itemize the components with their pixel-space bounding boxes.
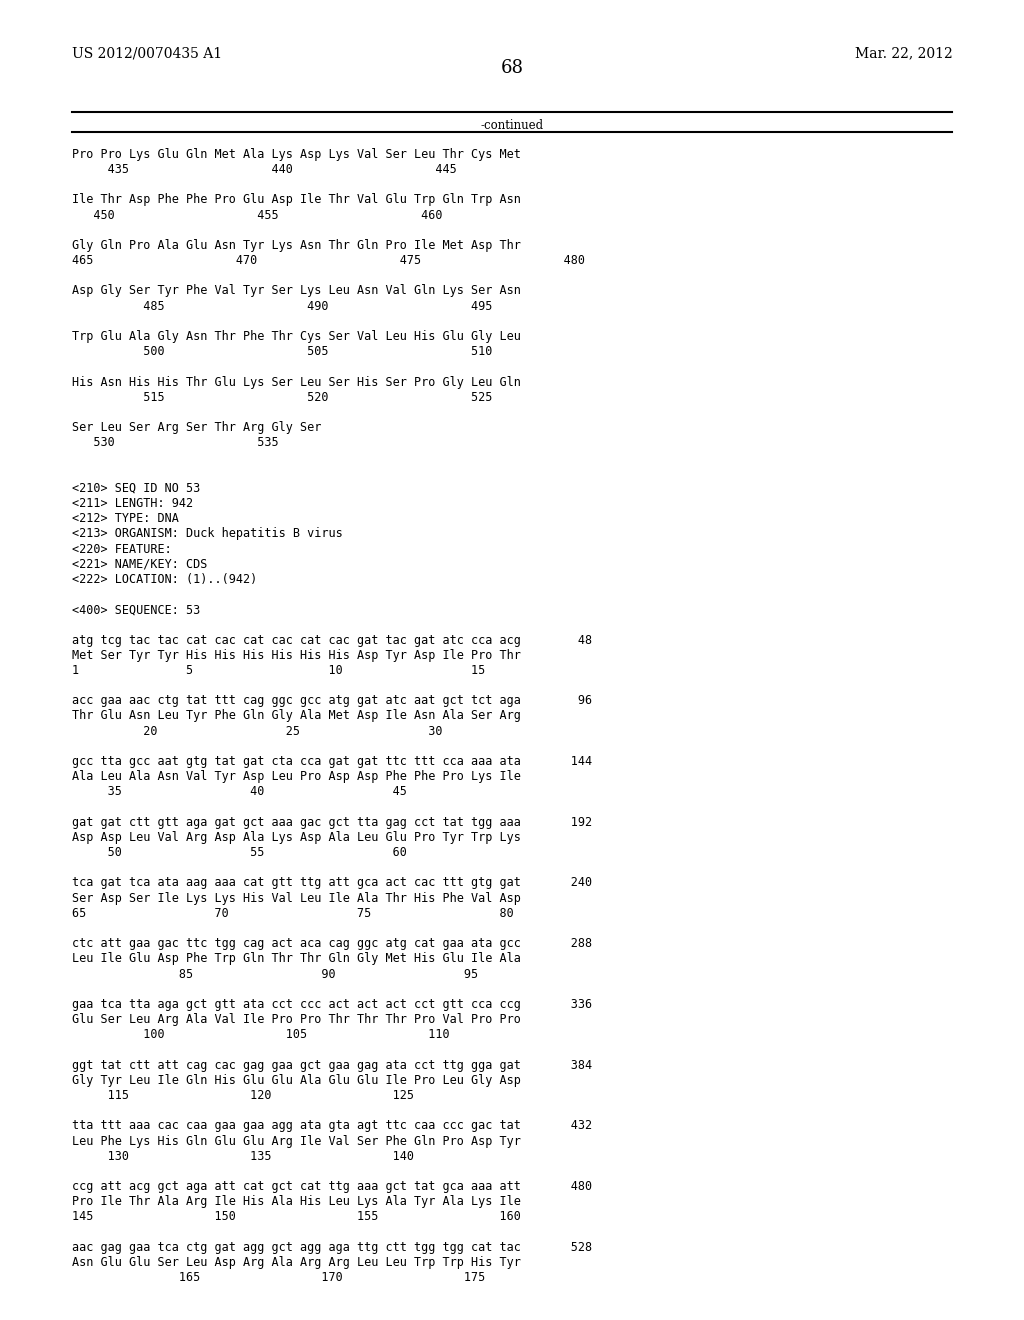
Text: Ser Leu Ser Arg Ser Thr Arg Gly Ser: Ser Leu Ser Arg Ser Thr Arg Gly Ser <box>72 421 322 434</box>
Text: 35                  40                  45: 35 40 45 <box>72 785 407 799</box>
Text: 145                 150                 155                 160: 145 150 155 160 <box>72 1210 520 1224</box>
Text: Gly Tyr Leu Ile Gln His Glu Glu Ala Glu Glu Ile Pro Leu Gly Asp: Gly Tyr Leu Ile Gln His Glu Glu Ala Glu … <box>72 1074 520 1086</box>
Text: atg tcg tac tac cat cac cat cac cat cac gat tac gat atc cca acg        48: atg tcg tac tac cat cac cat cac cat cac … <box>72 634 592 647</box>
Text: <210> SEQ ID NO 53: <210> SEQ ID NO 53 <box>72 482 200 495</box>
Text: gcc tta gcc aat gtg tat gat cta cca gat gat ttc ttt cca aaa ata       144: gcc tta gcc aat gtg tat gat cta cca gat … <box>72 755 592 768</box>
Text: 85                  90                  95: 85 90 95 <box>72 968 478 981</box>
Text: 100                 105                 110: 100 105 110 <box>72 1028 450 1041</box>
Text: <400> SEQUENCE: 53: <400> SEQUENCE: 53 <box>72 603 200 616</box>
Text: Gly Gln Pro Ala Glu Asn Tyr Lys Asn Thr Gln Pro Ile Met Asp Thr: Gly Gln Pro Ala Glu Asn Tyr Lys Asn Thr … <box>72 239 520 252</box>
Text: <213> ORGANISM: Duck hepatitis B virus: <213> ORGANISM: Duck hepatitis B virus <box>72 527 342 540</box>
Text: Ile Thr Asp Phe Phe Pro Glu Asp Ile Thr Val Glu Trp Gln Trp Asn: Ile Thr Asp Phe Phe Pro Glu Asp Ile Thr … <box>72 193 520 206</box>
Text: 465                    470                    475                    480: 465 470 475 480 <box>72 253 585 267</box>
Text: ccg att acg gct aga att cat gct cat ttg aaa gct tat gca aaa att       480: ccg att acg gct aga att cat gct cat ttg … <box>72 1180 592 1193</box>
Text: tca gat tca ata aag aaa cat gtt ttg att gca act cac ttt gtg gat       240: tca gat tca ata aag aaa cat gtt ttg att … <box>72 876 592 890</box>
Text: Trp Glu Ala Gly Asn Thr Phe Thr Cys Ser Val Leu His Glu Gly Leu: Trp Glu Ala Gly Asn Thr Phe Thr Cys Ser … <box>72 330 520 343</box>
Text: <222> LOCATION: (1)..(942): <222> LOCATION: (1)..(942) <box>72 573 257 586</box>
Text: 130                 135                 140: 130 135 140 <box>72 1150 414 1163</box>
Text: 530                    535: 530 535 <box>72 436 279 449</box>
Text: Leu Phe Lys His Gln Glu Glu Arg Ile Val Ser Phe Gln Pro Asp Tyr: Leu Phe Lys His Gln Glu Glu Arg Ile Val … <box>72 1134 520 1147</box>
Text: Ala Leu Ala Asn Val Tyr Asp Leu Pro Asp Asp Phe Phe Pro Lys Ile: Ala Leu Ala Asn Val Tyr Asp Leu Pro Asp … <box>72 770 520 783</box>
Text: <221> NAME/KEY: CDS: <221> NAME/KEY: CDS <box>72 557 207 570</box>
Text: 485                    490                    495: 485 490 495 <box>72 300 493 313</box>
Text: tta ttt aaa cac caa gaa gaa agg ata gta agt ttc caa ccc gac tat       432: tta ttt aaa cac caa gaa gaa agg ata gta … <box>72 1119 592 1133</box>
Text: Asp Asp Leu Val Arg Asp Ala Lys Asp Ala Leu Glu Pro Tyr Trp Lys: Asp Asp Leu Val Arg Asp Ala Lys Asp Ala … <box>72 832 520 843</box>
Text: 435                    440                    445: 435 440 445 <box>72 162 457 176</box>
Text: 515                    520                    525: 515 520 525 <box>72 391 493 404</box>
Text: Mar. 22, 2012: Mar. 22, 2012 <box>855 46 952 61</box>
Text: Glu Ser Leu Arg Ala Val Ile Pro Pro Thr Thr Thr Pro Val Pro Pro: Glu Ser Leu Arg Ala Val Ile Pro Pro Thr … <box>72 1014 520 1026</box>
Text: 68: 68 <box>501 59 523 78</box>
Text: 450                    455                    460: 450 455 460 <box>72 209 442 222</box>
Text: -continued: -continued <box>480 119 544 132</box>
Text: 50                  55                  60: 50 55 60 <box>72 846 407 859</box>
Text: 115                 120                 125: 115 120 125 <box>72 1089 414 1102</box>
Text: 165                 170                 175: 165 170 175 <box>72 1271 485 1284</box>
Text: Thr Glu Asn Leu Tyr Phe Gln Gly Ala Met Asp Ile Asn Ala Ser Arg: Thr Glu Asn Leu Tyr Phe Gln Gly Ala Met … <box>72 710 520 722</box>
Text: ggt tat ctt att cag cac gag gaa gct gaa gag ata cct ttg gga gat       384: ggt tat ctt att cag cac gag gaa gct gaa … <box>72 1059 592 1072</box>
Text: <212> TYPE: DNA: <212> TYPE: DNA <box>72 512 178 525</box>
Text: Met Ser Tyr Tyr His His His His His His Asp Tyr Asp Ile Pro Thr: Met Ser Tyr Tyr His His His His His His … <box>72 649 520 661</box>
Text: <220> FEATURE:: <220> FEATURE: <box>72 543 171 556</box>
Text: Leu Ile Glu Asp Phe Trp Gln Thr Thr Gln Gly Met His Glu Ile Ala: Leu Ile Glu Asp Phe Trp Gln Thr Thr Gln … <box>72 953 520 965</box>
Text: 500                    505                    510: 500 505 510 <box>72 345 493 358</box>
Text: ctc att gaa gac ttc tgg cag act aca cag ggc atg cat gaa ata gcc       288: ctc att gaa gac ttc tgg cag act aca cag … <box>72 937 592 950</box>
Text: His Asn His His Thr Glu Lys Ser Leu Ser His Ser Pro Gly Leu Gln: His Asn His His Thr Glu Lys Ser Leu Ser … <box>72 375 520 388</box>
Text: <211> LENGTH: 942: <211> LENGTH: 942 <box>72 498 193 510</box>
Text: Pro Ile Thr Ala Arg Ile His Ala His Leu Lys Ala Tyr Ala Lys Ile: Pro Ile Thr Ala Arg Ile His Ala His Leu … <box>72 1196 520 1208</box>
Text: 1               5                   10                  15: 1 5 10 15 <box>72 664 485 677</box>
Text: aac gag gaa tca ctg gat agg gct agg aga ttg ctt tgg tgg cat tac       528: aac gag gaa tca ctg gat agg gct agg aga … <box>72 1241 592 1254</box>
Text: gaa tca tta aga gct gtt ata cct ccc act act act cct gtt cca ccg       336: gaa tca tta aga gct gtt ata cct ccc act … <box>72 998 592 1011</box>
Text: Ser Asp Ser Ile Lys Lys His Val Leu Ile Ala Thr His Phe Val Asp: Ser Asp Ser Ile Lys Lys His Val Leu Ile … <box>72 892 520 904</box>
Text: acc gaa aac ctg tat ttt cag ggc gcc atg gat atc aat gct tct aga        96: acc gaa aac ctg tat ttt cag ggc gcc atg … <box>72 694 592 708</box>
Text: Asp Gly Ser Tyr Phe Val Tyr Ser Lys Leu Asn Val Gln Lys Ser Asn: Asp Gly Ser Tyr Phe Val Tyr Ser Lys Leu … <box>72 285 520 297</box>
Text: gat gat ctt gtt aga gat gct aaa gac gct tta gag cct tat tgg aaa       192: gat gat ctt gtt aga gat gct aaa gac gct … <box>72 816 592 829</box>
Text: US 2012/0070435 A1: US 2012/0070435 A1 <box>72 46 222 61</box>
Text: Asn Glu Glu Ser Leu Asp Arg Ala Arg Arg Leu Leu Trp Trp His Tyr: Asn Glu Glu Ser Leu Asp Arg Ala Arg Arg … <box>72 1257 520 1269</box>
Text: 20                  25                  30: 20 25 30 <box>72 725 442 738</box>
Text: 65                  70                  75                  80: 65 70 75 80 <box>72 907 513 920</box>
Text: Pro Pro Lys Glu Gln Met Ala Lys Asp Lys Val Ser Leu Thr Cys Met: Pro Pro Lys Glu Gln Met Ala Lys Asp Lys … <box>72 148 520 161</box>
